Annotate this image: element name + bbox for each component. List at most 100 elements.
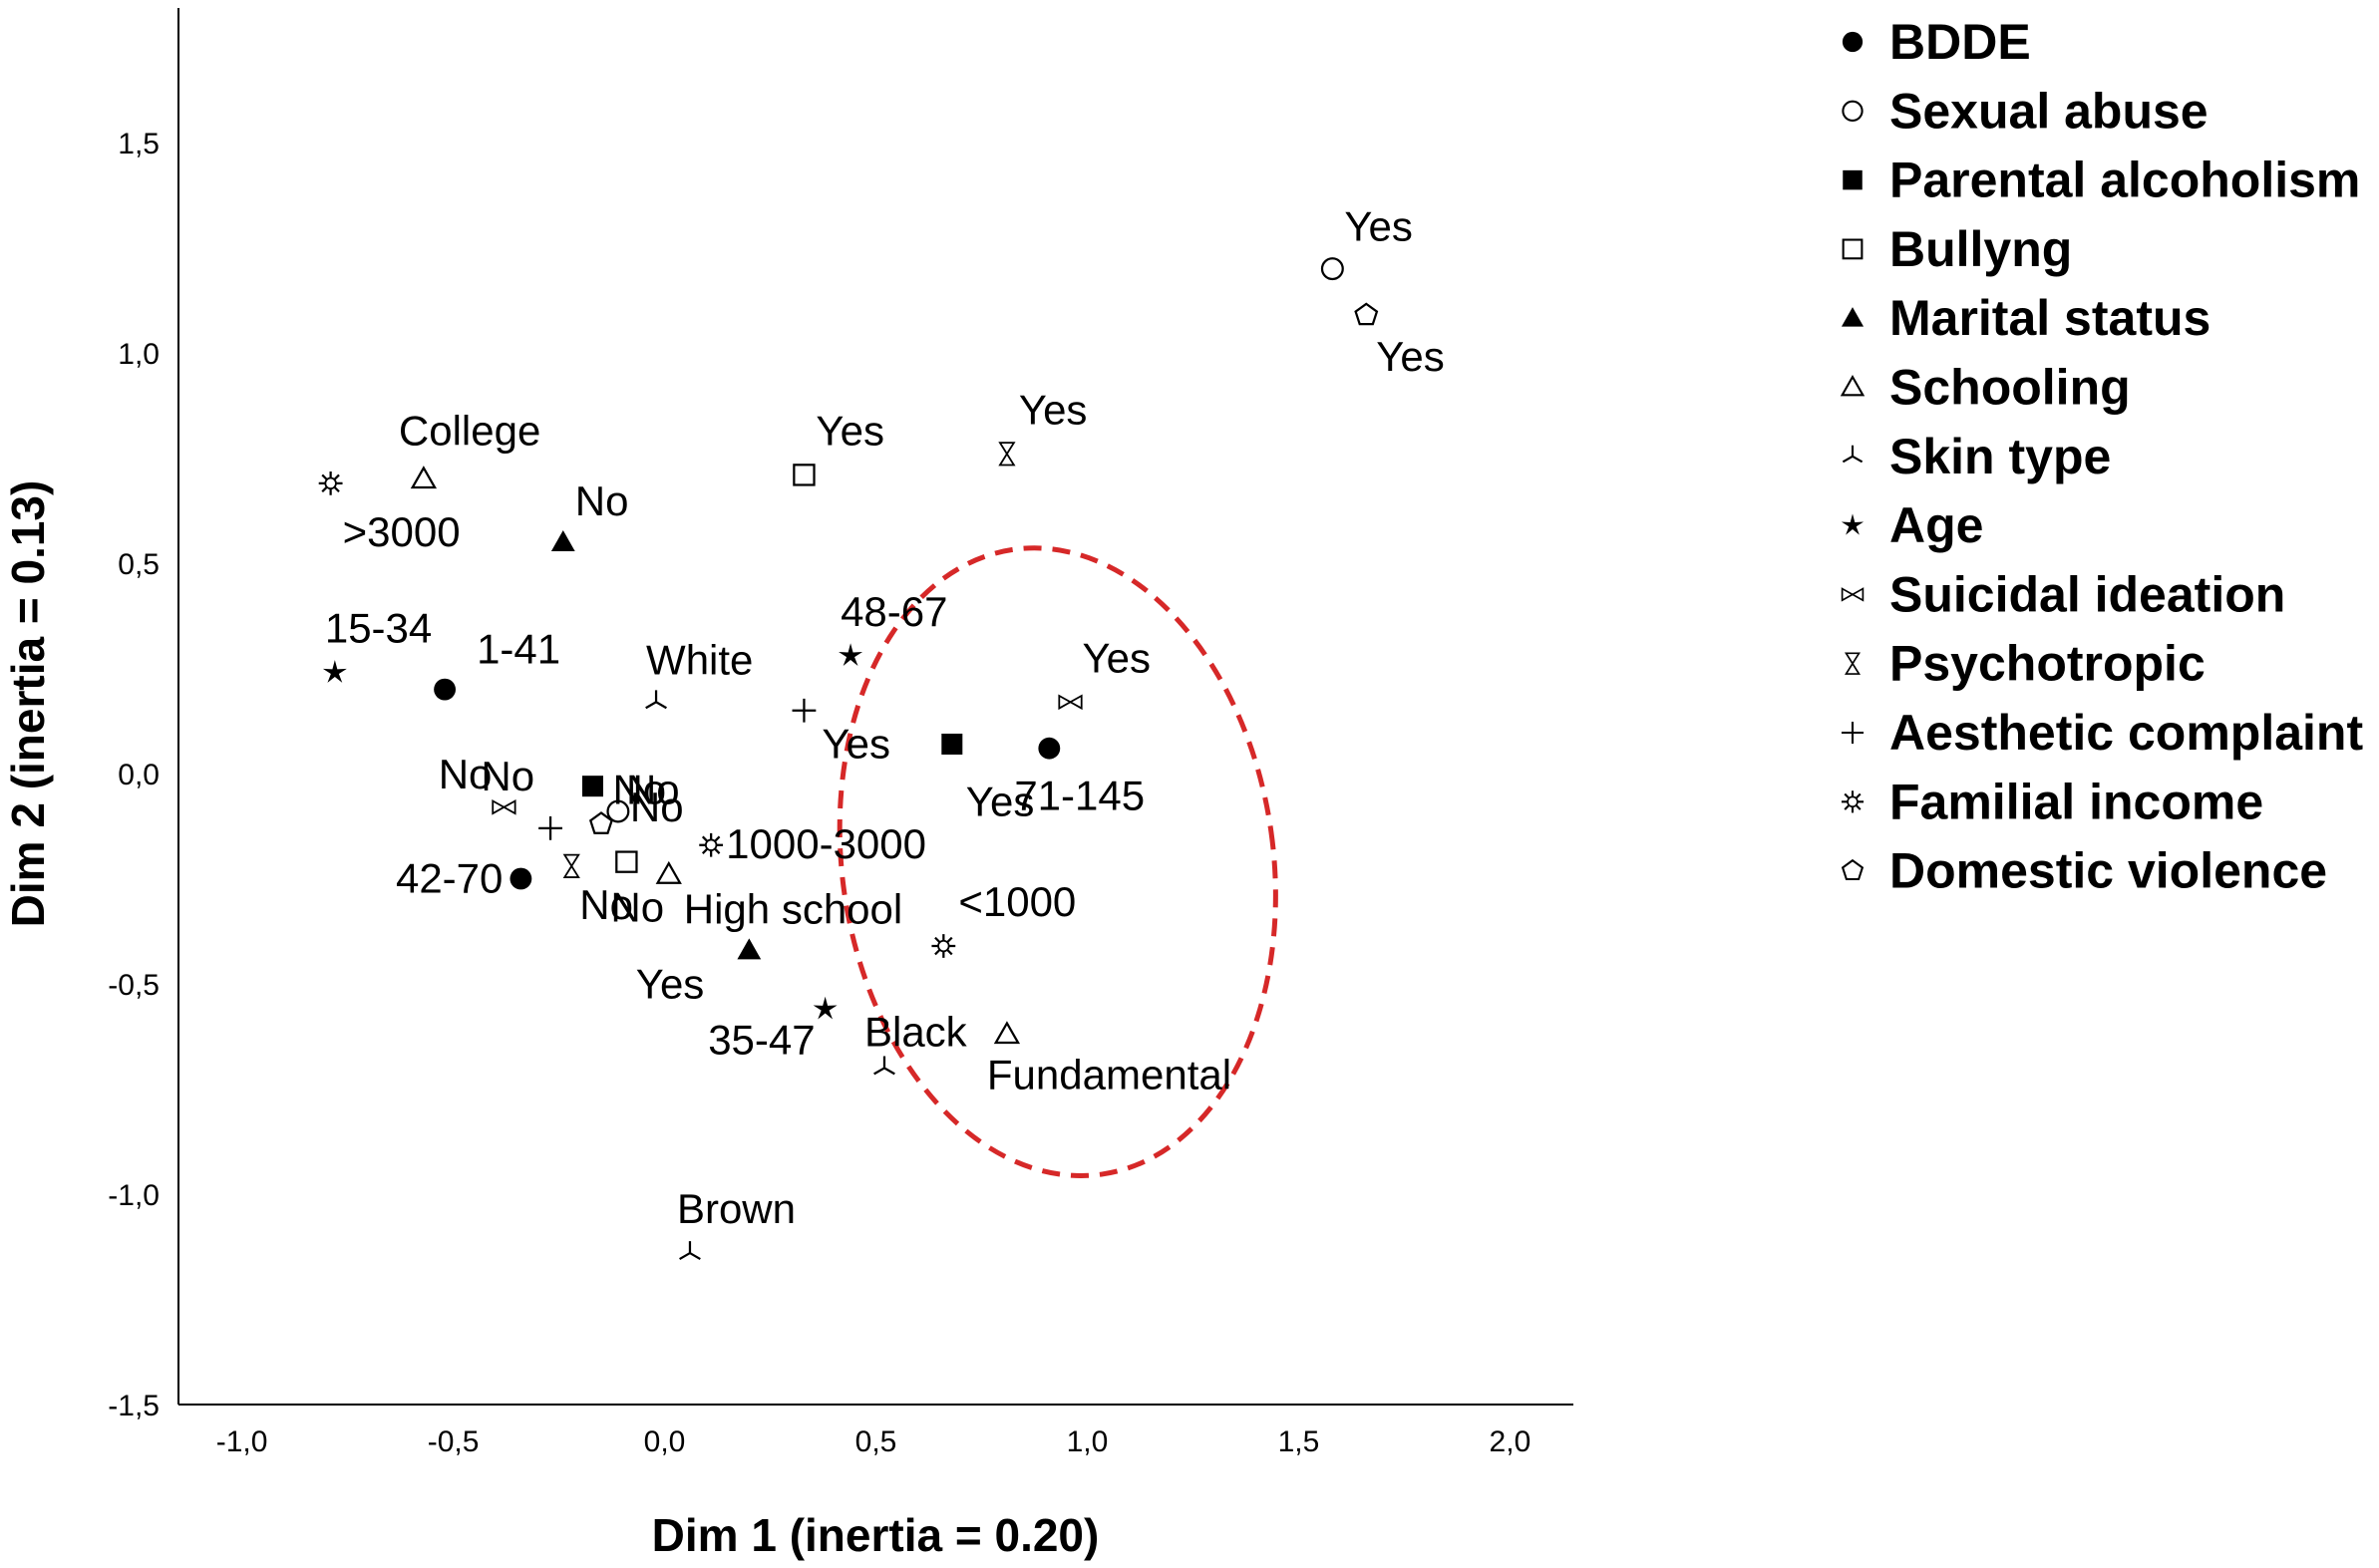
point-label: No [439, 751, 493, 797]
point-label: High school [684, 885, 902, 932]
point-label: Yes [816, 407, 884, 454]
legend-label: Bullyng [1889, 221, 2072, 277]
legend-label: BDDE [1889, 14, 2031, 70]
y-tick-label: -1,0 [108, 1179, 160, 1212]
point-label: 1-41 [477, 626, 560, 673]
x-axis-title: Dim 1 (inertia = 0.20) [652, 1509, 1100, 1561]
point-marker [793, 464, 816, 486]
point-label: Brown [677, 1185, 796, 1232]
point-label: Yes [1019, 386, 1088, 433]
point-marker [318, 470, 343, 495]
point-label: Yes [1083, 634, 1152, 681]
point-marker [792, 698, 817, 723]
point-label: Yes [1344, 203, 1413, 250]
legend-marker [1841, 790, 1865, 813]
point-label: Yes [636, 960, 705, 1007]
point-marker [562, 853, 580, 878]
x-tick-label: -0,5 [428, 1425, 480, 1458]
point-marker [699, 832, 724, 857]
x-tick-label: 2,0 [1490, 1425, 1531, 1458]
y-tick-label: 0,5 [118, 548, 160, 581]
legend-label: Psychotropic [1889, 636, 2206, 692]
legend-label: Schooling [1889, 360, 2131, 416]
point-marker [941, 733, 963, 755]
point-label: Black [864, 1008, 968, 1055]
y-axis-title: Dim 2 (inertia = 0.13) [2, 480, 54, 928]
point-marker [581, 776, 603, 797]
legend-marker [1843, 169, 1863, 190]
point-marker [322, 660, 347, 683]
point-label: No [630, 784, 684, 830]
point-label: No [579, 881, 633, 928]
point-label: 48-67 [841, 588, 947, 635]
point-marker [550, 530, 575, 552]
x-tick-label: 0,0 [644, 1425, 686, 1458]
point-marker [737, 938, 762, 960]
legend-marker [1844, 652, 1862, 675]
legend-label: Suicidal ideation [1889, 566, 2285, 622]
x-tick-label: 1,0 [1067, 1425, 1109, 1458]
x-tick-label: 0,5 [855, 1425, 897, 1458]
legend-marker [1840, 375, 1866, 397]
point-marker [839, 643, 863, 667]
point-marker [492, 798, 516, 815]
point-label: 71-145 [1014, 773, 1145, 819]
point-marker [931, 934, 956, 958]
point-marker [679, 1241, 701, 1261]
point-label: 42-70 [396, 855, 503, 902]
point-label: No [626, 767, 680, 813]
point-label: 35-47 [708, 1016, 815, 1063]
legend-label: Aesthetic complaint [1889, 705, 2363, 761]
point-label: 1000-3000 [726, 820, 926, 867]
point-marker [588, 811, 613, 834]
legend-marker [1841, 513, 1865, 535]
point-marker [1354, 302, 1379, 326]
legend-label: Age [1889, 497, 1983, 553]
point-marker [873, 1056, 895, 1076]
legend-label: Marital status [1889, 290, 2210, 346]
y-tick-label: 1,0 [118, 338, 160, 371]
x-tick-label: 1,5 [1278, 1425, 1320, 1458]
plot-axes: -1,0 -0,5 0,0 0,5 1,0 1,5 2,0 -1,5 -1,0 -0,5 0,0 0,… [108, 8, 1573, 1458]
point-label: <1000 [958, 878, 1076, 925]
point-marker [1038, 737, 1061, 760]
point-marker [606, 799, 630, 823]
legend-label: Skin type [1889, 429, 2111, 484]
legend-marker [1841, 587, 1865, 602]
legend-marker [1841, 307, 1865, 327]
point-marker [993, 1021, 1021, 1045]
legend-marker [1842, 445, 1864, 464]
y-tick-label: -1,5 [108, 1390, 160, 1422]
highlight-ellipse [837, 545, 1278, 1178]
point-marker [434, 678, 457, 701]
x-tick-label: -1,0 [216, 1425, 268, 1458]
legend-label: Parental alcoholism [1889, 153, 2360, 208]
point-label: No [481, 753, 534, 799]
point-marker [655, 860, 682, 884]
legend-label: Sexual abuse [1889, 83, 2209, 139]
point-label: White [646, 636, 753, 683]
point-marker [410, 466, 438, 489]
legend-marker [1842, 31, 1864, 53]
point-marker [538, 815, 562, 840]
y-tick-label: 1,5 [118, 128, 160, 160]
point-label: No [610, 884, 664, 931]
legend-marker [1841, 721, 1865, 745]
point-label: 15-34 [325, 605, 432, 652]
point-label: >3000 [343, 508, 461, 555]
point-label: Yes [1376, 333, 1445, 380]
legend-marker [1842, 238, 1864, 260]
highlight-region [837, 545, 1278, 1178]
point-label: College [399, 408, 540, 455]
point-label: No [612, 767, 666, 813]
data-points [318, 257, 1379, 1261]
point-marker [615, 850, 638, 873]
y-tick-label: 0,0 [118, 759, 160, 791]
point-marker [510, 867, 532, 890]
point-label: Yes [822, 721, 890, 768]
legend-label: Familial income [1889, 774, 2263, 829]
legend-marker [1841, 858, 1865, 881]
point-label: Fundamental [987, 1052, 1231, 1098]
